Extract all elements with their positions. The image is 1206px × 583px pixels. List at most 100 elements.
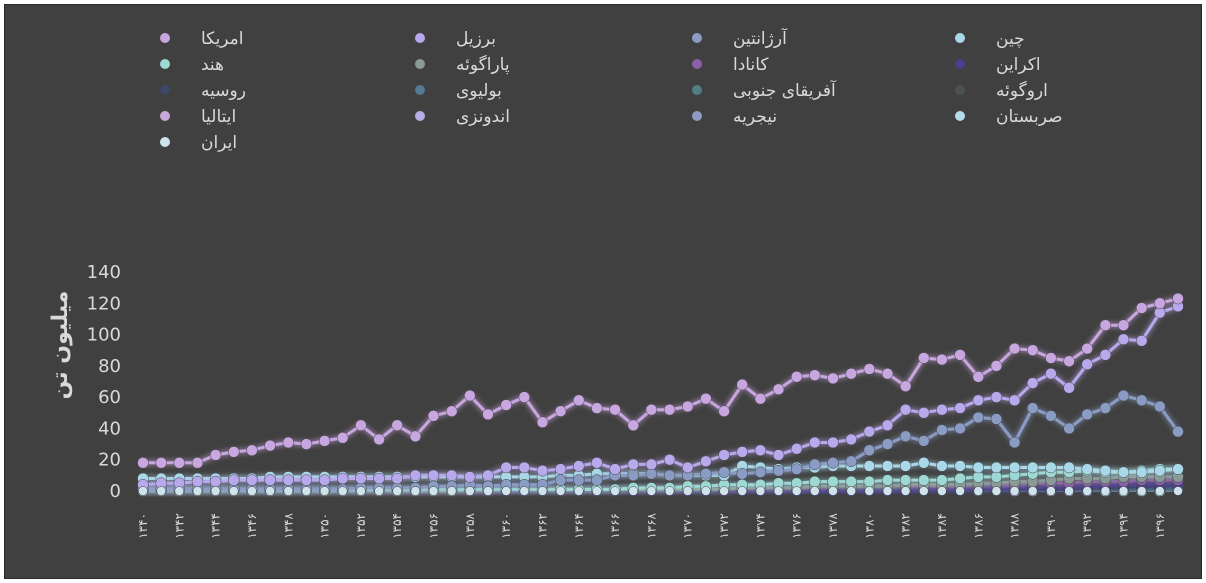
- data-point: [663, 403, 676, 416]
- legend-label: چین: [996, 29, 1025, 49]
- line-chart: امریکا برزیل آرژانتین چین هند پاراگوئه کانادا ا…: [48, 27, 1184, 539]
- data-point: [209, 449, 222, 461]
- legend-marker: [692, 59, 702, 69]
- data-point: [228, 474, 240, 486]
- data-point: [882, 486, 893, 496]
- data-point: [790, 463, 803, 475]
- data-point: [881, 367, 894, 380]
- data-point: [936, 474, 948, 486]
- data-point: [1027, 486, 1038, 496]
- x-tick-label: ۱۳۵۶: [427, 513, 441, 539]
- data-point: [1100, 486, 1111, 496]
- legend-label: بولیوی: [456, 81, 502, 101]
- data-point: [427, 410, 440, 422]
- data-point: [374, 486, 384, 496]
- data-point: [591, 474, 603, 486]
- data-point: [790, 371, 803, 383]
- x-tick-label: ۱۳۸۲: [899, 513, 913, 539]
- y-tick-label: 140: [87, 262, 121, 283]
- legend-label: اروگوئه: [996, 80, 1048, 101]
- x-tick-label: ۱۳۸۸: [1008, 512, 1022, 538]
- data-point: [845, 475, 857, 488]
- series-line: [142, 304, 1179, 487]
- data-point: [827, 457, 839, 469]
- data-point: [537, 486, 548, 496]
- data-point: [228, 446, 240, 458]
- data-point: [1154, 297, 1166, 310]
- data-point: [518, 391, 531, 403]
- data-point: [536, 464, 549, 477]
- data-point: [972, 461, 985, 474]
- data-point: [1154, 400, 1166, 413]
- data-point: [919, 486, 929, 496]
- data-point: [373, 433, 385, 446]
- data-point: [718, 405, 730, 417]
- data-point: [574, 486, 584, 496]
- data-point: [863, 460, 876, 472]
- data-point: [754, 392, 767, 405]
- data-point: [991, 486, 1002, 496]
- data-point: [427, 469, 440, 482]
- data-point: [554, 474, 567, 486]
- legend-label: کانادا: [733, 55, 769, 75]
- data-point: [282, 474, 295, 486]
- data-point: [247, 486, 257, 496]
- data-point: [555, 486, 566, 496]
- data-point: [482, 408, 494, 421]
- data-point: [409, 430, 422, 443]
- data-point: [1117, 466, 1130, 478]
- data-point: [536, 416, 549, 428]
- y-tick-label: 120: [87, 293, 121, 314]
- x-tick-label: ۱۳۴۰: [136, 513, 150, 539]
- legend-item: اروگوئه: [930, 80, 1048, 101]
- data-point: [700, 455, 712, 468]
- data-point: [518, 461, 531, 474]
- data-point: [409, 469, 422, 482]
- x-tick-label: ۱۳۴۲: [172, 513, 186, 539]
- data-point: [700, 468, 712, 480]
- legend-label: اندونزی: [456, 107, 510, 127]
- data-point: [845, 367, 857, 380]
- legend-item: ایتالیا: [135, 107, 233, 127]
- chart-area: امریکا برزیل آرژانتین چین هند پاراگوئه کانادا ا…: [4, 4, 1202, 579]
- legend-label: ایران: [201, 133, 237, 153]
- data-point: [990, 461, 1003, 474]
- data-point: [1135, 302, 1148, 314]
- legend-item: روسیه: [135, 81, 243, 101]
- data-point: [828, 486, 838, 496]
- y-tick-label: 20: [98, 450, 121, 471]
- x-tick-label: ۱۳۷۴: [753, 513, 767, 539]
- data-point: [754, 466, 767, 478]
- data-point: [428, 486, 439, 496]
- data-point: [573, 474, 585, 486]
- data-point: [1026, 344, 1039, 356]
- data-point: [446, 486, 457, 496]
- data-point: [718, 466, 730, 478]
- data-point: [1026, 377, 1039, 389]
- legend-marker: [415, 85, 425, 95]
- legend-marker: [692, 85, 702, 95]
- data-point: [1081, 463, 1093, 475]
- legend-label: اکراین: [996, 55, 1041, 75]
- data-point: [337, 486, 348, 496]
- data-point: [1026, 402, 1039, 414]
- data-point: [592, 486, 602, 496]
- data-point: [336, 432, 349, 444]
- x-tick-label: ۱۳۶۶: [608, 513, 622, 539]
- data-point: [1099, 402, 1112, 414]
- data-point: [209, 475, 222, 488]
- data-point: [191, 457, 204, 469]
- data-point: [1135, 394, 1148, 407]
- data-point: [482, 469, 494, 482]
- data-point: [1117, 333, 1130, 346]
- data-point: [1136, 486, 1147, 496]
- x-tick-label: ۱۳۹۴: [1117, 513, 1131, 539]
- data-point: [627, 469, 640, 482]
- data-point: [591, 402, 603, 414]
- data-point: [954, 349, 966, 361]
- legend-item: کانادا: [667, 55, 769, 75]
- data-point: [1045, 367, 1057, 380]
- data-point: [519, 486, 530, 496]
- legend-marker: [160, 59, 170, 69]
- legend-label: آفریقای جنوبی: [733, 79, 837, 101]
